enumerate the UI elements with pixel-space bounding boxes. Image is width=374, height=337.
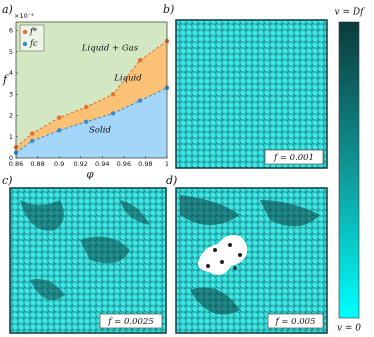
legend-label: fc: [29, 39, 38, 48]
y-tick-label: 0: [9, 154, 13, 162]
data-point: [83, 119, 89, 125]
x-tick-label: 0.94: [95, 160, 109, 168]
data-point: [56, 115, 62, 120]
data-point: [110, 111, 116, 116]
panel-label: f = 0.005: [274, 317, 315, 327]
x-tick-label: 0.96: [117, 160, 131, 168]
legend-label: f*: [29, 27, 37, 36]
y-tick-label: 1: [9, 133, 13, 141]
legend-box: [19, 24, 45, 52]
y-tick-label: 4: [9, 69, 13, 77]
x-tick-label: 0.9: [54, 160, 64, 168]
panel-letter: c): [2, 174, 12, 187]
dense-regions: [20, 200, 150, 300]
x-tick-label: 0.92: [73, 160, 87, 168]
y-tick-label: 5: [9, 48, 13, 56]
region-fill: [16, 22, 167, 148]
data-point: [83, 104, 89, 110]
gas-particles: [206, 243, 242, 270]
x-axis-label: φ: [86, 170, 93, 181]
label-box: [264, 149, 324, 165]
region-label: Liquid + Gas: [81, 44, 139, 54]
region-label: Liquid: [113, 74, 142, 84]
plot-frame: [15, 21, 168, 159]
x-tick-label: 1: [165, 160, 169, 168]
label-box: [99, 313, 163, 329]
data-point: [110, 92, 116, 97]
x-tick-label: 0.98: [138, 160, 152, 168]
panel-letter: b): [163, 3, 174, 16]
colorbar-bottom-label: v = 0: [337, 324, 361, 334]
dense-regions: [180, 195, 320, 315]
data-point: [137, 58, 143, 63]
region-fill: [16, 87, 167, 158]
legend-marker: [22, 41, 28, 47]
data-point: [29, 138, 35, 144]
panel-label: f = 0.0025: [107, 317, 153, 327]
region-label: Solid: [89, 126, 111, 136]
region-fill: [16, 41, 167, 153]
data-point: [137, 98, 143, 103]
y-tick-label: 6: [9, 27, 13, 35]
panel-letter: d): [166, 174, 177, 187]
data-point: [29, 131, 35, 136]
x-tick-label: 0.88: [30, 160, 44, 168]
colorbar: [338, 21, 360, 319]
panel-label: f = 0.001: [273, 153, 314, 163]
x-tick-label: 0.86: [9, 160, 23, 168]
label-box: [267, 313, 324, 329]
multiplier: ×10⁻³: [14, 12, 34, 20]
particle-image: [175, 19, 328, 169]
colorbar-top-label: v = Df: [335, 8, 366, 18]
y-axis-label: f: [2, 73, 9, 86]
void: [197, 235, 248, 275]
panel-letter: a): [2, 3, 13, 16]
legend-marker: [22, 29, 28, 35]
y-tick-label: 3: [9, 90, 13, 98]
y-tick-label: 2: [9, 112, 13, 120]
data-point: [56, 128, 62, 133]
